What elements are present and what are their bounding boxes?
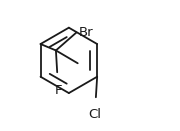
- Text: Cl: Cl: [88, 108, 101, 121]
- Text: F: F: [55, 84, 62, 97]
- Text: Br: Br: [79, 26, 94, 39]
